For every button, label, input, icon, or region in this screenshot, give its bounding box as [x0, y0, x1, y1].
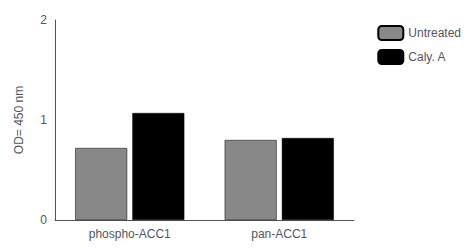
svg-text:0: 0 — [40, 213, 47, 227]
svg-text:1: 1 — [40, 113, 47, 127]
svg-text:pan-ACC1: pan-ACC1 — [251, 227, 307, 241]
svg-text:Caly. A: Caly. A — [408, 50, 445, 64]
svg-text:2: 2 — [40, 13, 47, 27]
svg-text:OD= 450 nm: OD= 450 nm — [12, 86, 26, 154]
svg-text:Untreated: Untreated — [408, 26, 461, 40]
svg-text:phospho-ACC1: phospho-ACC1 — [89, 227, 171, 241]
